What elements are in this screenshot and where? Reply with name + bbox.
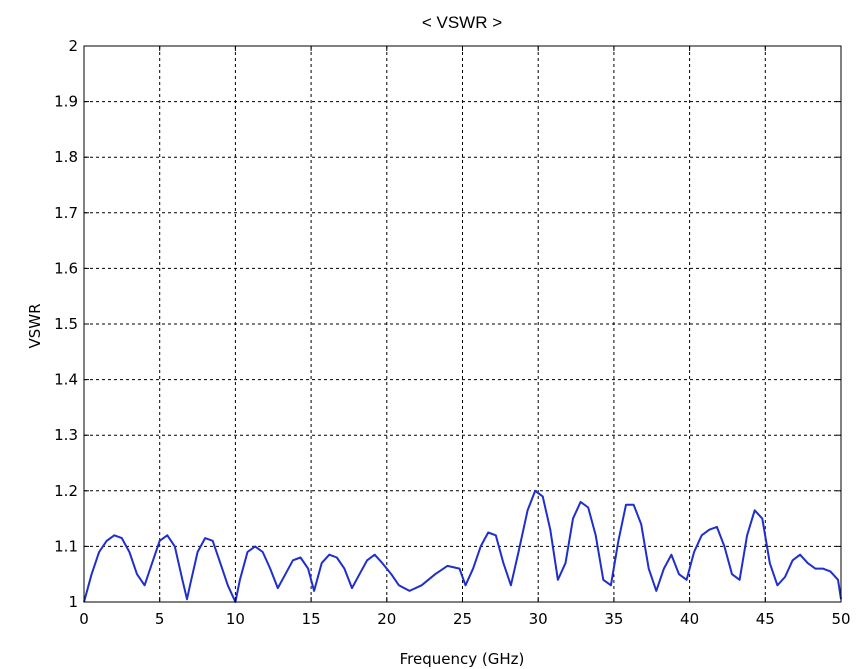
y-tick-label: 2 [68, 37, 78, 55]
x-tick-label: 25 [453, 610, 472, 628]
x-tick-label: 15 [302, 610, 321, 628]
y-tick-label: 1.4 [54, 371, 78, 389]
x-tick-label: 40 [680, 610, 699, 628]
x-tick-label: 20 [377, 610, 396, 628]
vswr-series-line [83, 489, 842, 603]
x-tick-label: 5 [155, 610, 165, 628]
x-tick-label: 0 [79, 610, 89, 628]
x-tick-label: 30 [529, 610, 548, 628]
x-tick-label: 35 [604, 610, 623, 628]
x-axis-label: Frequency (GHz) [400, 650, 525, 668]
x-tick-label: 50 [831, 610, 850, 628]
x-tick-label: 45 [756, 610, 775, 628]
y-axis-ticks: 1 1.1 1.2 1.3 1.4 1.5 1.6 1.7 1.8 1.9 2 [54, 37, 841, 611]
y-tick-label: 1.2 [54, 482, 78, 500]
y-tick-label: 1.3 [54, 426, 78, 444]
y-tick-label: 1.1 [54, 537, 78, 555]
y-tick-label: 1.8 [54, 148, 78, 166]
y-axis-label: VSWR [26, 303, 44, 348]
grid [84, 46, 841, 602]
y-tick-label: 1.6 [54, 259, 78, 277]
chart-title: < VSWR > [422, 13, 502, 32]
y-tick-label: 1.5 [54, 315, 78, 333]
x-tick-label: 10 [226, 610, 245, 628]
data-line-layer [83, 489, 842, 603]
x-axis-ticks: 0 5 10 15 20 25 30 35 40 45 50 [79, 46, 851, 628]
y-tick-label: 1.9 [54, 93, 78, 111]
y-tick-label: 1 [68, 593, 78, 611]
y-tick-label: 1.7 [54, 204, 78, 222]
